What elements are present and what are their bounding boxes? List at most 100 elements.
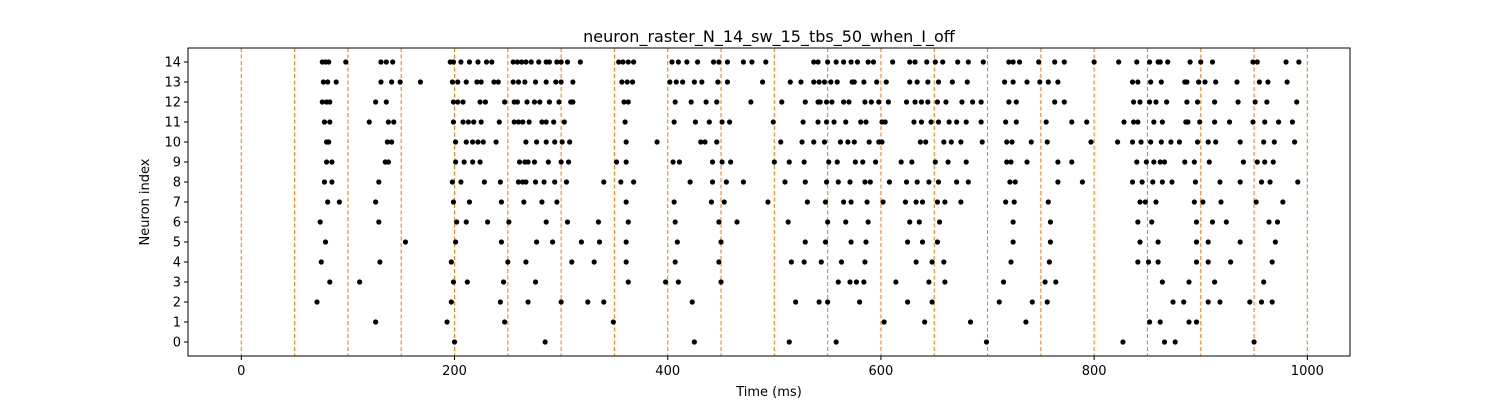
spike-marker bbox=[561, 119, 567, 125]
x-axis: 0 200 400 600 800 1000 bbox=[237, 356, 1324, 379]
spike-marker bbox=[534, 139, 540, 145]
spike-marker bbox=[1146, 319, 1153, 325]
spike-marker bbox=[934, 199, 941, 205]
spike-marker bbox=[326, 59, 332, 65]
spike-marker bbox=[1234, 79, 1240, 85]
spike-marker bbox=[511, 119, 517, 125]
spike-marker bbox=[862, 99, 868, 105]
spike-marker bbox=[967, 319, 974, 325]
spike-marker bbox=[465, 119, 471, 125]
spike-marker bbox=[483, 59, 490, 65]
spike-marker bbox=[823, 119, 830, 125]
spike-marker bbox=[828, 79, 834, 85]
spike-marker bbox=[623, 199, 629, 205]
spike-marker bbox=[672, 219, 678, 225]
spike-marker bbox=[822, 239, 829, 245]
spike-marker bbox=[564, 219, 571, 225]
spike-marker bbox=[714, 99, 720, 105]
spike-marker bbox=[907, 219, 913, 225]
spike-marker bbox=[1205, 239, 1211, 245]
spike-marker bbox=[1191, 199, 1197, 205]
spike-marker bbox=[1157, 159, 1163, 165]
spike-marker bbox=[610, 319, 616, 325]
spike-marker bbox=[558, 79, 564, 85]
spike-marker bbox=[1168, 139, 1174, 145]
spike-marker bbox=[687, 179, 693, 185]
spike-marker bbox=[477, 159, 483, 165]
spike-marker bbox=[1010, 219, 1016, 225]
spike-marker bbox=[667, 79, 673, 85]
spike-marker bbox=[1170, 299, 1176, 305]
spike-marker bbox=[929, 299, 935, 305]
spike-marker bbox=[843, 119, 849, 125]
spike-marker bbox=[1269, 259, 1275, 265]
spike-marker bbox=[1135, 79, 1141, 85]
spike-marker bbox=[482, 99, 489, 105]
spike-marker bbox=[834, 159, 840, 165]
spike-marker bbox=[477, 99, 483, 105]
x-tick-label: 200 bbox=[442, 364, 467, 379]
spike-marker bbox=[523, 139, 529, 145]
spike-marker bbox=[1159, 279, 1165, 285]
spike-marker bbox=[779, 99, 785, 105]
spike-marker bbox=[724, 59, 731, 65]
spike-marker bbox=[861, 79, 867, 85]
spike-marker bbox=[1121, 119, 1127, 125]
spike-marker bbox=[818, 259, 824, 265]
spike-marker bbox=[863, 239, 869, 245]
spike-marker bbox=[1157, 319, 1163, 325]
spike-marker bbox=[996, 299, 1002, 305]
spike-marker bbox=[318, 259, 324, 265]
spike-marker bbox=[619, 79, 625, 85]
spike-marker bbox=[835, 179, 841, 185]
spike-marker bbox=[1047, 219, 1054, 225]
spike-marker bbox=[537, 99, 543, 105]
spike-marker bbox=[800, 119, 806, 125]
spike-marker bbox=[463, 219, 469, 225]
spike-marker bbox=[493, 139, 499, 145]
spike-marker bbox=[793, 299, 799, 305]
spike-marker bbox=[1145, 259, 1152, 265]
spike-marker bbox=[1206, 159, 1212, 165]
spike-marker bbox=[1146, 59, 1153, 65]
spike-marker bbox=[719, 159, 725, 165]
spike-marker bbox=[1158, 79, 1164, 85]
spike-marker bbox=[802, 239, 808, 245]
spike-marker bbox=[1000, 279, 1007, 285]
spike-marker bbox=[654, 139, 660, 145]
spike-marker bbox=[912, 99, 918, 105]
spike-marker bbox=[1164, 99, 1170, 105]
spike-marker bbox=[1129, 79, 1136, 85]
spike-marker bbox=[475, 59, 481, 65]
spike-marker bbox=[622, 119, 628, 125]
spike-marker bbox=[1055, 179, 1061, 185]
spike-marker bbox=[868, 99, 874, 105]
spike-marker bbox=[1253, 199, 1259, 205]
spike-marker bbox=[481, 179, 487, 185]
spike-marker bbox=[770, 119, 776, 125]
spike-marker bbox=[857, 299, 863, 305]
spike-marker bbox=[1023, 319, 1029, 325]
spike-marker bbox=[1135, 219, 1141, 225]
spike-marker bbox=[1069, 119, 1075, 125]
spike-marker bbox=[1266, 219, 1272, 225]
spike-marker bbox=[1008, 159, 1014, 165]
spike-marker bbox=[879, 139, 885, 145]
spike-marker bbox=[475, 139, 481, 145]
spike-marker bbox=[378, 59, 384, 65]
spike-marker bbox=[692, 119, 699, 125]
y-tick-label: 0 bbox=[173, 336, 181, 351]
spike-marker bbox=[455, 79, 461, 85]
spike-marker bbox=[1275, 119, 1282, 125]
spike-marker bbox=[958, 139, 964, 145]
spike-marker bbox=[329, 179, 335, 185]
spike-marker bbox=[1137, 199, 1143, 205]
spike-marker bbox=[1158, 139, 1164, 145]
spike-marker bbox=[1261, 139, 1267, 145]
spike-marker bbox=[873, 159, 879, 165]
spike-marker bbox=[1181, 299, 1187, 305]
spike-marker bbox=[1139, 179, 1145, 185]
spike-marker bbox=[1013, 99, 1019, 105]
